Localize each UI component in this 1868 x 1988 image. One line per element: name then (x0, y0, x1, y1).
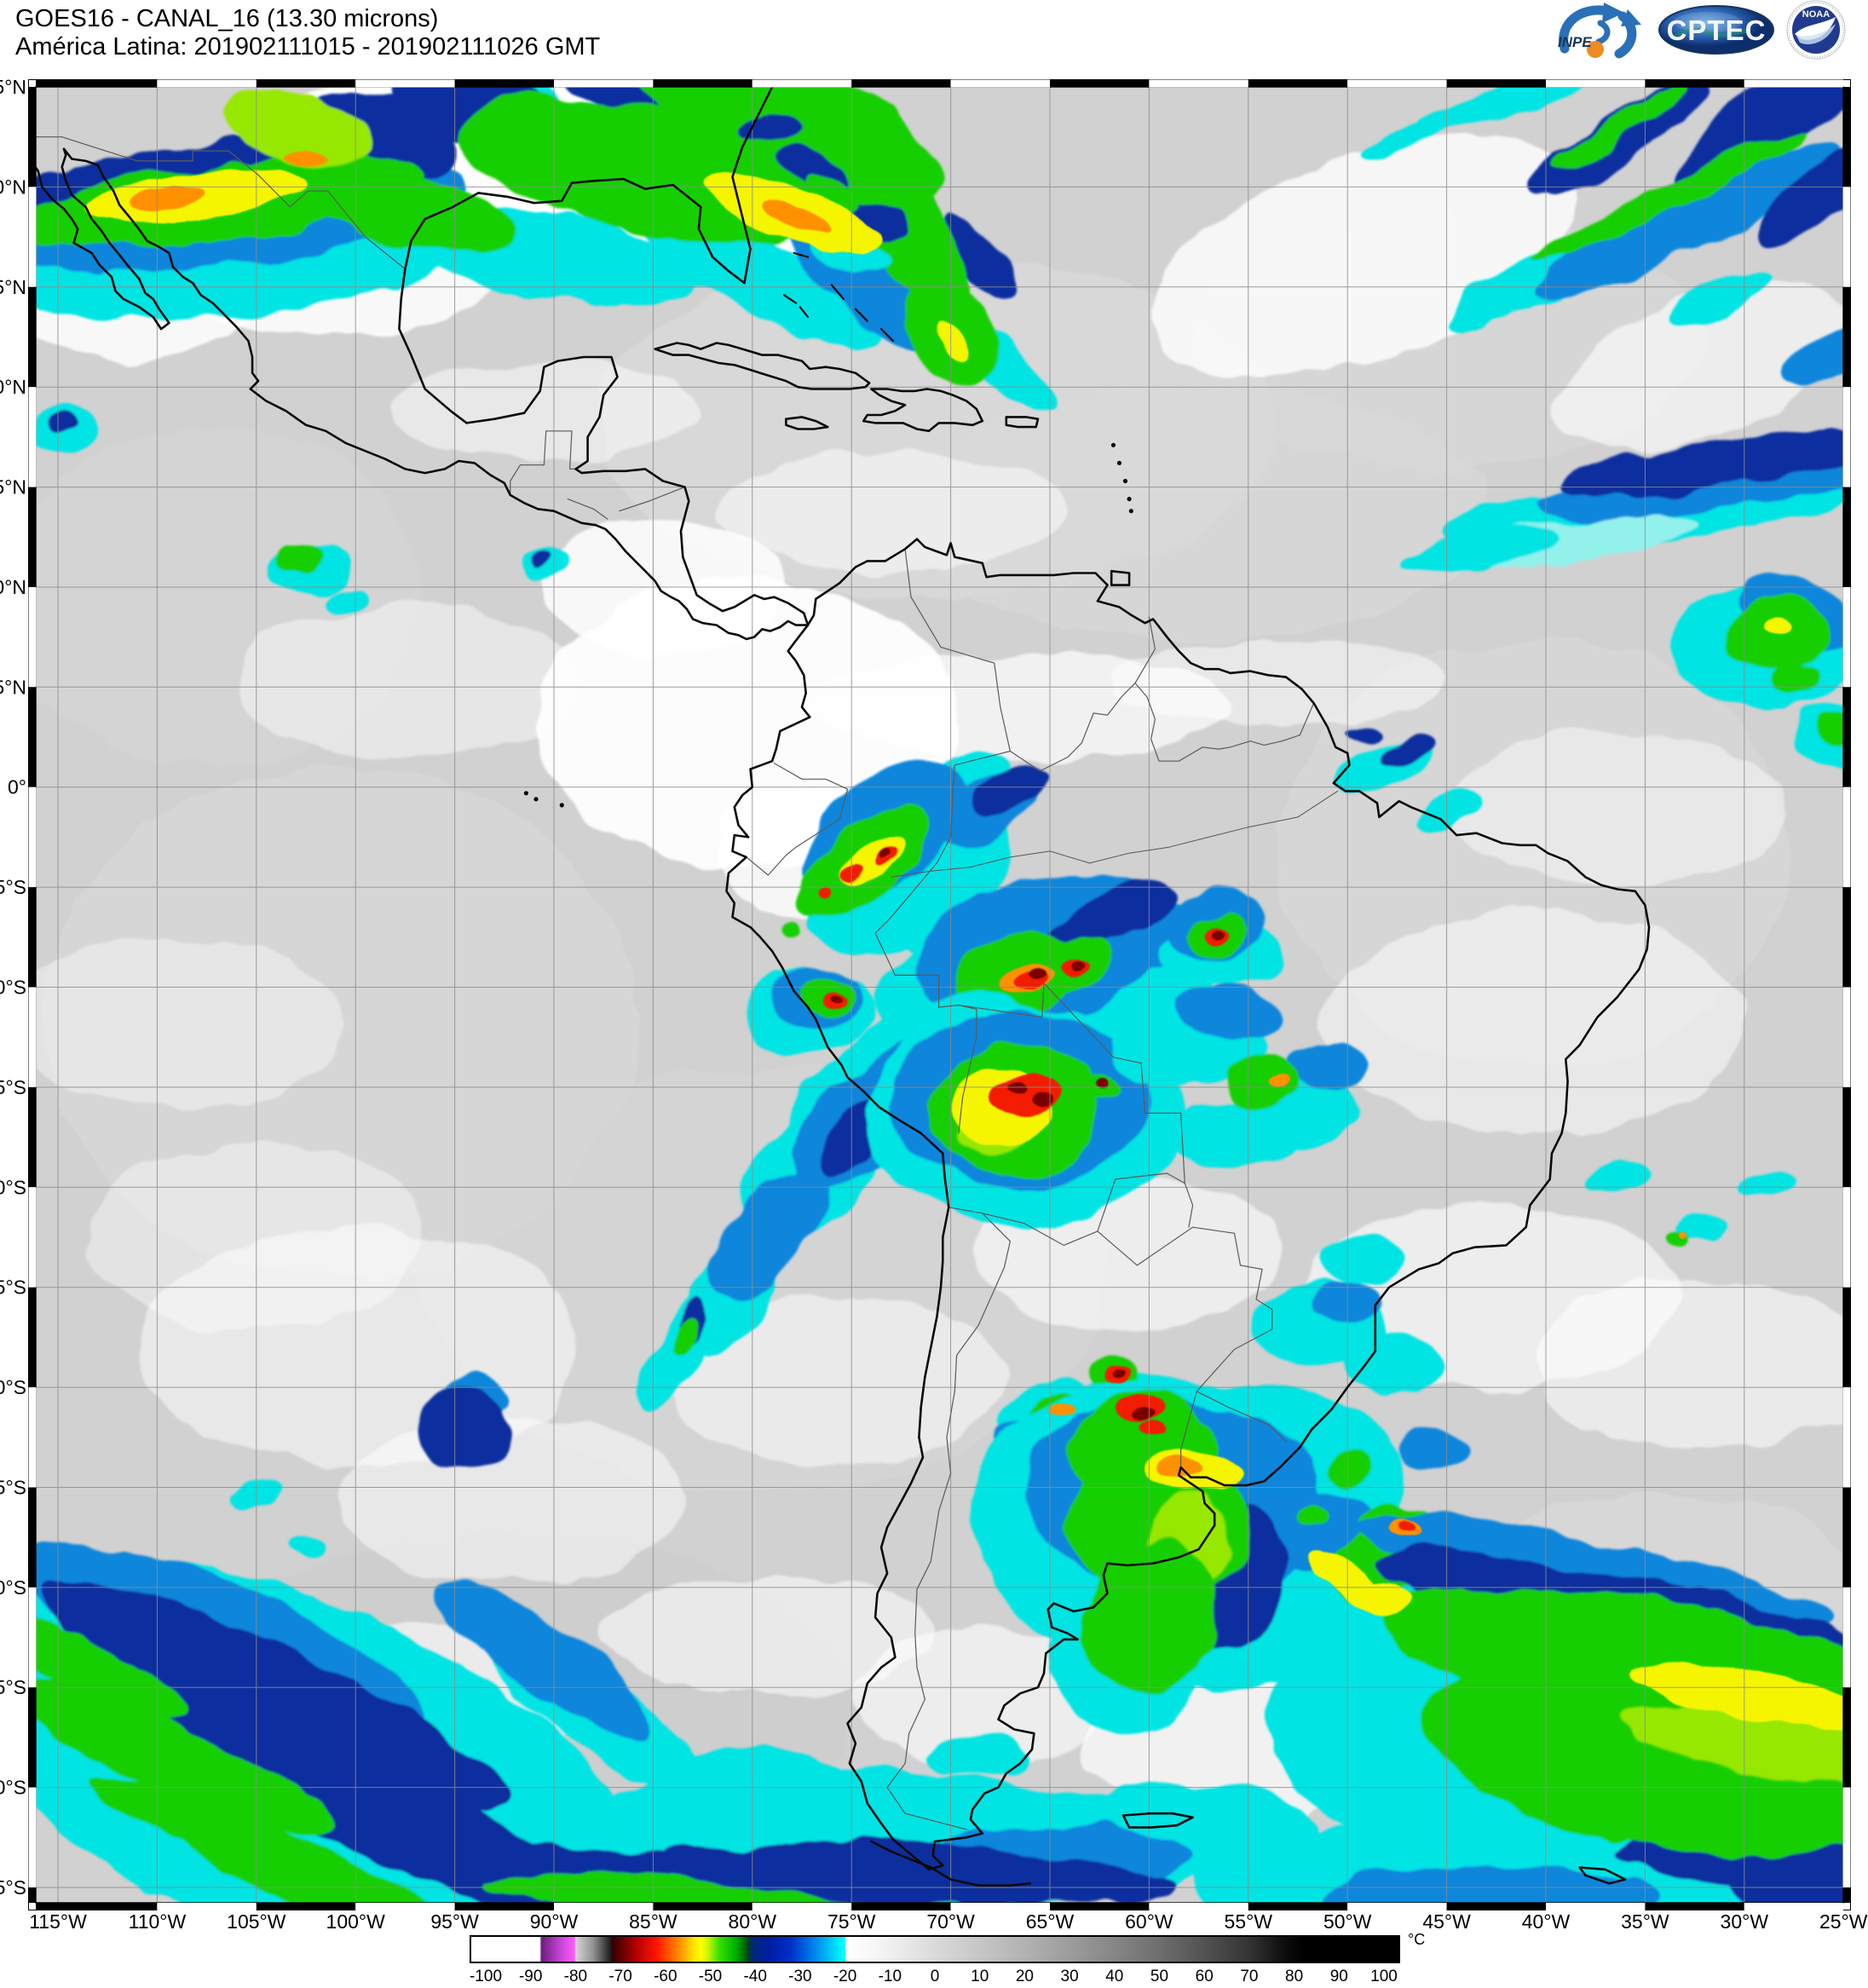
svg-text:-100: -100 (470, 1968, 502, 1984)
svg-text:-40: -40 (743, 1968, 766, 1984)
cptec-logo: CPTEC (1658, 5, 1774, 55)
svg-text:NOAA: NOAA (1802, 9, 1830, 20)
noaa-logo: NOAA (1786, 0, 1846, 60)
svg-text:25°N: 25°N (0, 276, 26, 298)
svg-text:90°W: 90°W (530, 1910, 579, 1933)
svg-text:60°W: 60°W (1125, 1910, 1173, 1933)
colorbar-unit: °C (1408, 1931, 1425, 1948)
svg-text:50°S: 50°S (0, 1777, 26, 1799)
svg-text:100°W: 100°W (326, 1910, 386, 1933)
title-line2: América Latina: 201902111015 - 201902111… (15, 33, 601, 61)
svg-text:INPE: INPE (1558, 34, 1592, 50)
svg-text:-90: -90 (519, 1968, 542, 1984)
svg-text:CPTEC: CPTEC (1667, 14, 1767, 46)
rivers (891, 790, 1339, 878)
svg-text:10: 10 (971, 1968, 989, 1984)
country-borders (36, 136, 1315, 1830)
coastlines (36, 87, 1651, 1887)
map-frame (28, 79, 1851, 1910)
convective-cores (85, 152, 1843, 1728)
svg-text:30°W: 30°W (1721, 1910, 1769, 1933)
longitude-labels: 115°W 110°W 105°W 100°W 95°W 90°W 85°W 80°W 75°W… (29, 1910, 1868, 1933)
svg-text:55°W: 55°W (1225, 1910, 1273, 1933)
svg-text:50°W: 50°W (1323, 1910, 1372, 1933)
svg-text:15°S: 15°S (0, 1076, 26, 1098)
svg-text:-20: -20 (833, 1968, 856, 1984)
svg-text:90: 90 (1330, 1968, 1348, 1984)
latitude-labels: 35°N 30°N 25°N 20°N 15°N 10°N 5°N 0° 5°S 10°S 15°S… (0, 76, 26, 1899)
svg-text:35°W: 35°W (1621, 1910, 1669, 1933)
svg-text:-70: -70 (608, 1968, 631, 1984)
svg-text:105°W: 105°W (227, 1910, 286, 1933)
svg-text:5°S: 5°S (0, 876, 26, 898)
svg-text:40°W: 40°W (1522, 1910, 1571, 1933)
svg-text:25°S: 25°S (0, 1276, 26, 1299)
svg-text:65°W: 65°W (1026, 1910, 1075, 1933)
svg-text:50: 50 (1150, 1968, 1168, 1984)
svg-text:20: 20 (1016, 1968, 1034, 1984)
svg-text:-30: -30 (788, 1968, 811, 1984)
svg-text:40: 40 (1105, 1968, 1123, 1984)
svg-text:0: 0 (931, 1968, 940, 1984)
svg-text:95°W: 95°W (430, 1910, 479, 1933)
svg-text:45°W: 45°W (1422, 1910, 1471, 1933)
svg-text:-80: -80 (564, 1968, 587, 1984)
svg-text:30°N: 30°N (0, 176, 26, 198)
svg-text:25°W: 25°W (1819, 1910, 1868, 1933)
svg-text:100: 100 (1370, 1968, 1398, 1984)
svg-text:80: 80 (1285, 1968, 1303, 1984)
svg-text:30°S: 30°S (0, 1376, 26, 1398)
inpe-logo: INPE (1558, 3, 1641, 59)
svg-text:35°S: 35°S (0, 1477, 26, 1499)
svg-text:110°W: 110°W (129, 1910, 187, 1933)
svg-text:10°N: 10°N (0, 576, 26, 598)
title-line1: GOES16 - CANAL_16 (13.30 microns) (15, 5, 439, 32)
svg-text:80°W: 80°W (729, 1910, 777, 1933)
svg-text:40°S: 40°S (0, 1576, 26, 1599)
svg-text:-10: -10 (879, 1968, 902, 1984)
svg-text:10°S: 10°S (0, 977, 26, 999)
logo-bar: INPE CPTEC NOAA (1546, 0, 1846, 60)
colorbar-gradient (470, 1935, 1400, 1963)
svg-text:75°W: 75°W (827, 1910, 876, 1933)
svg-text:60: 60 (1196, 1968, 1214, 1984)
svg-text:-50: -50 (699, 1968, 722, 1984)
svg-text:20°N: 20°N (0, 376, 26, 398)
svg-text:20°S: 20°S (0, 1176, 26, 1198)
svg-text:5°N: 5°N (0, 676, 26, 698)
svg-text:45°S: 45°S (0, 1676, 26, 1698)
svg-text:15°N: 15°N (0, 476, 26, 498)
svg-text:85°W: 85°W (629, 1910, 677, 1933)
svg-text:-60: -60 (654, 1968, 677, 1984)
svg-text:30: 30 (1061, 1968, 1079, 1984)
svg-text:0°: 0° (8, 776, 26, 798)
svg-text:55°S: 55°S (0, 1876, 26, 1899)
svg-text:70: 70 (1240, 1968, 1258, 1984)
svg-text:35°N: 35°N (0, 76, 26, 98)
svg-text:115°W: 115°W (29, 1910, 87, 1933)
colorbar: -100 -90 -80 -70 -60 -50 -40 -30 -20 -10 0 10 20 30 40… (470, 1931, 1425, 1985)
svg-text:70°W: 70°W (926, 1910, 975, 1933)
header: GOES16 - CANAL_16 (13.30 microns) Améric… (15, 5, 600, 61)
